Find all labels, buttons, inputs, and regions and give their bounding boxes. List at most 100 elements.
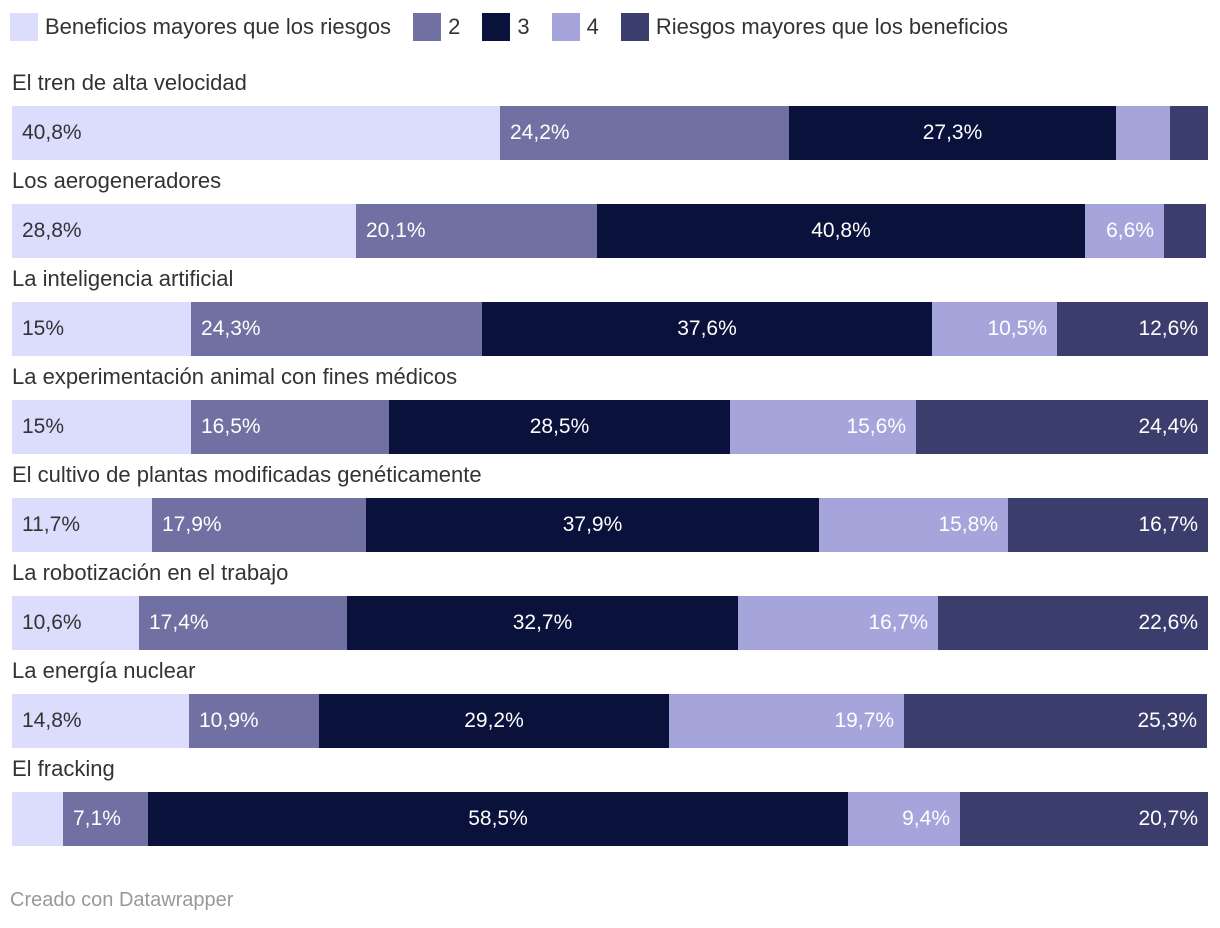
data-label: 20,7% [1138,807,1198,830]
legend: Beneficios mayores que los riesgos 2 3 4 Rie… [10,12,1030,42]
legend-swatch [10,13,38,41]
data-label: 27,3% [922,121,983,144]
bar-segment [12,400,191,454]
bar-segment [916,400,1208,454]
legend-item: Riesgos mayores que los beneficios [620,13,1008,41]
legend-label: 4 [586,14,599,39]
legend-item: 4 [551,13,599,41]
legend-label: Riesgos mayores que los beneficios [655,14,1008,39]
stacked-bar: 11,7% 17,9% 37,9% 15,8% 16,7% [12,498,1208,552]
data-label: 17,4% [149,611,209,634]
bar-segment [482,302,932,356]
bar-segment [347,596,738,650]
bar-segment [12,792,63,846]
bar-segment [1116,106,1170,160]
data-label: 24,4% [1138,415,1198,438]
legend-item: Beneficios mayores que los riesgos [10,13,391,41]
bar-segment [139,596,347,650]
data-label: 16,7% [1138,513,1198,536]
legend-swatch [620,13,649,41]
data-label: 24,2% [510,121,570,144]
legend-swatch [413,13,442,41]
data-label: 58,5% [468,807,528,830]
category-label: La experimentación animal con fines médi… [12,364,458,389]
data-label: 11,7% [22,513,80,536]
bar-segment [1057,302,1208,356]
footer-credit: Creado con Datawrapper [10,889,234,911]
data-label: 17,9% [162,513,222,536]
data-label: 20,1% [366,219,426,242]
stacked-bar: 28,8% 20,1% 40,8% 6,6% [12,204,1208,258]
data-label: 10,9% [199,709,259,732]
bar-segment [12,302,191,356]
data-label: 40,8% [22,121,82,144]
legend-label: 2 [448,14,461,39]
data-label: 15,8% [938,513,998,536]
stacked-bar: 40,8% 24,2% 27,3% [12,106,1208,160]
data-label: 24,3% [201,317,261,340]
category-label: El tren de alta velocidad [12,70,247,95]
data-label: 16,7% [868,611,928,634]
data-label: 6,6% [1106,219,1154,242]
stacked-bar: 15% 16,5% 28,5% 15,6% 24,4% [12,400,1208,454]
bar-segment [319,694,669,748]
data-label: 40,8% [811,219,871,242]
bar-segment [12,106,500,160]
data-label: 28,5% [529,415,590,438]
bar-segment [669,694,904,748]
legend-label: 3 [517,14,530,39]
bar-segment [191,302,482,356]
category-label: Los aerogeneradores [12,168,222,193]
legend-swatch [482,13,511,41]
data-label: 22,6% [1138,611,1198,634]
bar-segment [789,106,1116,160]
bar-segment [1085,204,1164,258]
stacked-bar: 15% 24,3% 37,6% 10,5% 12,6% [12,302,1208,356]
data-label: 29,2% [464,709,524,732]
legend-swatch [551,13,580,41]
data-label: 37,9% [562,513,623,536]
category-label: El cultivo de plantas modificadas genéti… [12,462,482,487]
bar-segment [500,106,789,160]
bar-segment [189,694,319,748]
bar-segment [148,792,848,846]
legend-item: 2 [413,13,460,41]
category-label: El fracking [12,756,115,781]
data-label: 15,6% [846,415,906,438]
data-label: 32,7% [512,611,573,634]
data-label: 12,6% [1138,317,1198,340]
bar-segment [597,204,1085,258]
bar-segment [12,204,356,258]
data-label: 9,4% [902,807,950,830]
bar-segment [904,694,1207,748]
bar-segment [738,596,938,650]
bar-segment [1170,106,1208,160]
bar-segment [932,302,1057,356]
bar-segment [63,792,148,846]
category-label: La energía nuclear [12,658,196,683]
bar-segment [848,792,960,846]
bar-segment [152,498,366,552]
stacked-bar: 7,1% 58,5% 9,4% 20,7% [12,792,1208,846]
legend-item: 3 [482,13,530,41]
stacked-bar: 10,6% 17,4% 32,7% 16,7% 22,6% [12,596,1208,650]
category-label: La inteligencia artificial [12,266,234,291]
bar-segment [366,498,819,552]
data-label: 14,8% [22,709,82,732]
data-label: 7,1% [73,807,121,830]
stacked-bar: 14,8% 10,9% 29,2% 19,7% 25,3% [12,694,1208,748]
bar-segment [389,400,730,454]
bar-segment [1164,204,1206,258]
data-label: 37,6% [677,317,737,340]
legend-label: Beneficios mayores que los riesgos [45,14,392,39]
data-label: 16,5% [201,415,261,438]
data-label: 15% [22,317,65,340]
bar-segment [356,204,597,258]
bar-segment [191,400,389,454]
bar-segment [1008,498,1208,552]
bar-segment [12,694,189,748]
data-label: 10,5% [987,317,1047,340]
bar-segment [12,498,152,552]
data-label: 19,7% [834,709,894,732]
